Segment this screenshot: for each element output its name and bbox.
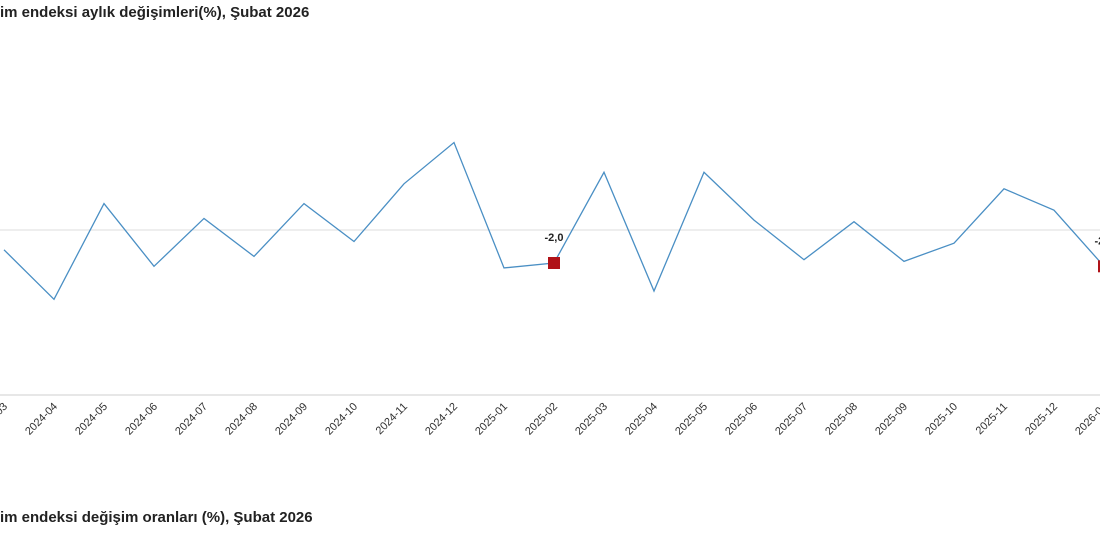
x-tick-label: 2024-06 <box>123 401 160 438</box>
chart-title: im endeksi değişim oranları (%), Şubat 2… <box>0 509 313 526</box>
x-tick-label: 2025-07 <box>773 401 810 438</box>
x-tick-label: 2024-03 <box>0 401 10 438</box>
x-tick-label: 2025-02 <box>523 401 560 438</box>
x-tick-label: 2025-08 <box>823 401 860 438</box>
x-tick-label: 2025-03 <box>573 401 610 438</box>
x-tick-label: 2024-09 <box>273 401 310 438</box>
x-tick-label: 2024-08 <box>223 401 260 438</box>
x-tick-label: 2024-05 <box>73 401 110 438</box>
x-tick-label: 2025-11 <box>974 401 1010 437</box>
value-label: -2,0 <box>545 232 564 244</box>
x-tick-label: 2025-05 <box>673 401 710 438</box>
x-tick-label: 2025-09 <box>873 401 910 438</box>
x-tick-label: 2024-07 <box>173 401 210 438</box>
highlight-marker <box>1098 260 1100 273</box>
x-tick-label: 2025-01 <box>473 401 510 438</box>
x-tick-label: 2024-12 <box>423 401 460 438</box>
value-label: -2,2 <box>1095 235 1100 247</box>
x-tick-label: 2025-12 <box>1023 401 1060 438</box>
line-series <box>3 141 1100 301</box>
x-tick-label: 2025-04 <box>623 401 660 438</box>
x-tick-label: 2024-04 <box>23 401 60 438</box>
x-tick-label: 2026-01 <box>1073 401 1100 438</box>
chart-title: im endeksi aylık değişimleri(%), Şubat 2… <box>0 4 309 21</box>
highlight-marker <box>548 257 560 269</box>
x-tick-label: 2024-10 <box>323 401 360 438</box>
x-tick-label: 2024-11 <box>374 401 410 437</box>
x-tick-label: 2025-10 <box>923 401 960 438</box>
x-tick-label: 2025-06 <box>723 401 760 438</box>
